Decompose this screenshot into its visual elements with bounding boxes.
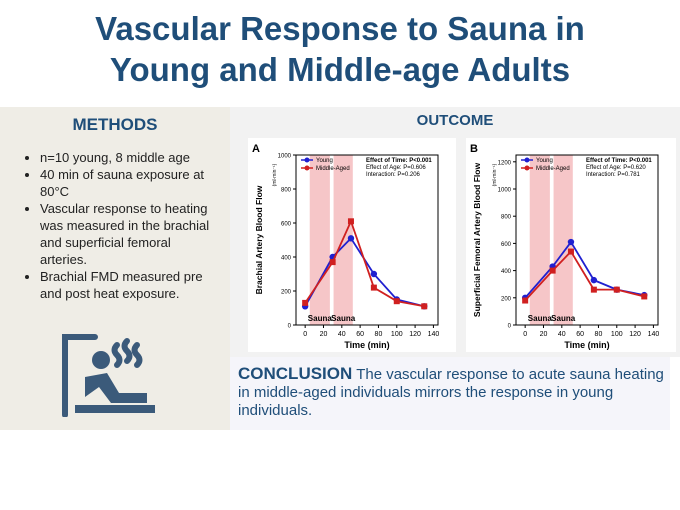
x-axis-label: Time (min) xyxy=(344,340,389,350)
sauna-span xyxy=(529,155,550,325)
outcome-heading: OUTCOME xyxy=(416,112,494,129)
point xyxy=(641,293,648,300)
sauna-span xyxy=(309,155,330,325)
methods-item: Brachial FMD measured pre and post heat … xyxy=(40,268,220,302)
y-tick-label: 200 xyxy=(501,296,512,302)
sauna-icon xyxy=(62,334,155,417)
span-label: Sauna xyxy=(331,314,356,323)
methods-item: 40 min of sauna exposure at 80°C xyxy=(40,166,220,200)
legend-label: Middle-Aged xyxy=(316,166,350,172)
point xyxy=(567,248,574,255)
y-tick-label: 400 xyxy=(501,269,512,275)
point xyxy=(370,284,377,291)
x-tick-label: 60 xyxy=(356,331,364,338)
x-tick-label: 100 xyxy=(391,331,403,338)
methods-item: Vascular response to heating was measure… xyxy=(40,200,220,268)
x-tick-label: 100 xyxy=(611,331,623,338)
x-tick-label: 140 xyxy=(648,331,660,338)
title-line: Young and Middle-age Adults xyxy=(109,51,571,88)
y-tick-label: 200 xyxy=(281,290,292,296)
stat-annotation: Interaction: P=0.781 xyxy=(586,172,641,178)
span-label: Sauna xyxy=(308,314,333,323)
y-tick-label: 1200 xyxy=(498,160,512,166)
stat-annotation: Effect of Age: P=0.606 xyxy=(366,165,426,171)
panel-letter: B xyxy=(470,143,478,155)
methods-item: n=10 young, 8 middle age xyxy=(40,149,220,166)
point xyxy=(549,267,556,274)
point xyxy=(347,218,354,225)
legend-marker xyxy=(524,165,530,171)
y-tick-label: 800 xyxy=(281,188,292,194)
methods-panel: METHODS n=10 young, 8 middle age 40 min … xyxy=(0,107,230,430)
point xyxy=(302,299,309,306)
point xyxy=(393,298,400,305)
legend-label: Middle-Aged xyxy=(536,166,570,172)
conclusion: CONCLUSION The vascular response to acut… xyxy=(230,357,670,430)
legend-label: Young xyxy=(536,158,553,164)
legend-marker xyxy=(524,157,530,163)
x-tick-label: 40 xyxy=(558,331,566,338)
point xyxy=(590,286,597,293)
y-tick-label: 0 xyxy=(288,324,292,330)
stat-annotation: Interaction: P=0.206 xyxy=(366,172,421,178)
y-axis-label: Brachial Artery Blood Flow xyxy=(254,185,264,294)
legend-marker xyxy=(304,157,310,163)
point xyxy=(329,259,336,266)
y-tick-label: 400 xyxy=(281,256,292,262)
x-tick-label: 0 xyxy=(303,331,307,338)
y-tick-label: 800 xyxy=(501,215,512,221)
point xyxy=(590,276,598,284)
stat-annotation: Effect of Age: P=0.620 xyxy=(586,165,646,171)
x-tick-label: 140 xyxy=(428,331,440,338)
conclusion-heading: CONCLUSION xyxy=(238,364,353,383)
x-tick-label: 80 xyxy=(375,331,383,338)
y-axis-unit: (ml·min⁻¹) xyxy=(492,163,498,186)
y-tick-label: 0 xyxy=(508,324,512,330)
legend-label: Young xyxy=(316,158,333,164)
stat-annotation: Effect of Time: P<0.001 xyxy=(586,158,652,164)
x-tick-label: 120 xyxy=(629,331,641,338)
span-label: Sauna xyxy=(551,314,576,323)
x-axis-label: Time (min) xyxy=(564,340,609,350)
x-tick-label: 40 xyxy=(338,331,346,338)
y-tick-label: 600 xyxy=(281,222,292,228)
series-line xyxy=(304,220,425,308)
series-line xyxy=(524,250,645,302)
methods-list: n=10 young, 8 middle age 40 min of sauna… xyxy=(0,149,230,302)
plot-frame xyxy=(515,154,659,326)
sauna-span xyxy=(553,155,573,325)
conclusion-text: The vascular response to acute sauna hea… xyxy=(238,366,664,419)
point xyxy=(567,238,575,246)
x-tick-label: 20 xyxy=(320,331,328,338)
y-axis-label: Superficial Femoral Artery Blood Flow xyxy=(472,163,482,318)
methods-heading: METHODS xyxy=(72,115,158,134)
point xyxy=(347,235,355,242)
plot-frame xyxy=(295,154,439,326)
title-line: Vascular Response to Sauna in xyxy=(95,10,585,47)
y-tick-label: 600 xyxy=(501,242,512,248)
x-tick-label: 0 xyxy=(523,331,527,338)
stat-annotation: Effect of Time: P<0.001 xyxy=(366,158,432,164)
span-label: Sauna xyxy=(528,314,553,323)
x-tick-label: 60 xyxy=(576,331,584,338)
point xyxy=(613,286,620,293)
x-tick-label: 120 xyxy=(409,331,421,338)
point xyxy=(421,303,428,310)
point xyxy=(370,270,378,278)
x-tick-label: 20 xyxy=(540,331,548,338)
y-axis-unit: (ml·min⁻¹) xyxy=(272,163,278,186)
x-tick-label: 80 xyxy=(595,331,603,338)
point xyxy=(522,297,529,304)
title: Vascular Response to Sauna in Young and … xyxy=(0,8,680,90)
y-tick-label: 1000 xyxy=(498,188,512,194)
panel-letter: A xyxy=(252,143,260,155)
legend-marker xyxy=(304,165,310,171)
y-tick-label: 1000 xyxy=(278,154,292,160)
